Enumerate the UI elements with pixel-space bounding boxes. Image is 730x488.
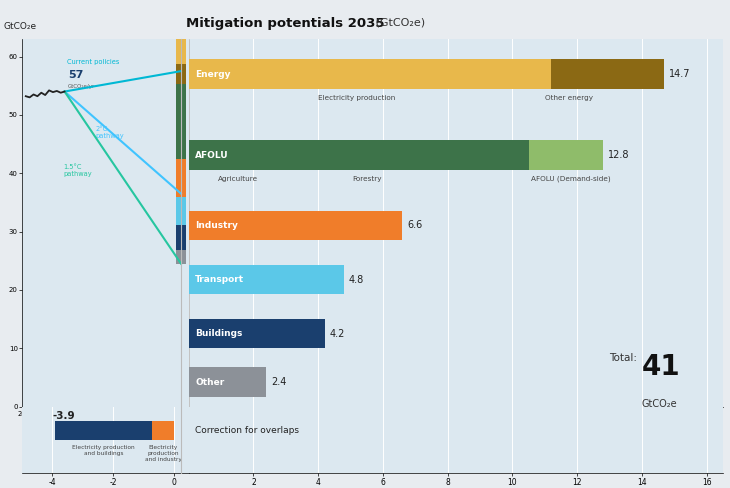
Bar — [189, 367, 266, 397]
Text: 41: 41 — [642, 353, 680, 381]
Text: Energy: Energy — [195, 70, 231, 79]
Bar — [551, 60, 664, 89]
Bar — [153, 421, 174, 440]
Bar — [529, 141, 603, 170]
Text: AFOLU (Demand-side): AFOLU (Demand-side) — [531, 176, 610, 183]
Bar — [189, 211, 402, 241]
Text: Mitigation potentials 2035: Mitigation potentials 2035 — [186, 17, 385, 30]
Bar — [175, 197, 186, 225]
Text: 6.6: 6.6 — [407, 221, 423, 230]
Text: AFOLU: AFOLU — [195, 151, 228, 160]
Bar — [189, 141, 529, 170]
Text: Electricity
production
and industry: Electricity production and industry — [145, 446, 182, 462]
Text: Other: Other — [195, 378, 225, 386]
Bar — [175, 63, 186, 84]
Bar — [175, 159, 186, 197]
Text: Forestry: Forestry — [352, 176, 382, 182]
Text: 57: 57 — [68, 70, 83, 80]
Text: GtCO₂e: GtCO₂e — [642, 399, 677, 409]
Text: Electricity production: Electricity production — [318, 95, 396, 101]
Text: Agriculture: Agriculture — [218, 176, 258, 182]
Bar — [175, 250, 186, 264]
Text: 1.5°C
pathway: 1.5°C pathway — [63, 164, 92, 177]
Text: 4.8: 4.8 — [349, 275, 364, 285]
Text: 4.2: 4.2 — [329, 328, 345, 339]
Text: Buildings: Buildings — [195, 329, 242, 338]
Text: -3.9: -3.9 — [53, 411, 75, 422]
Bar — [175, 225, 186, 250]
Text: GtCO₂e/yr: GtCO₂e/yr — [68, 83, 95, 89]
Bar — [55, 421, 153, 440]
Bar — [175, 84, 186, 159]
Bar — [189, 319, 325, 348]
Text: Electricity production
and buildings: Electricity production and buildings — [72, 446, 135, 456]
Text: Transport: Transport — [195, 275, 245, 284]
Bar — [175, 19, 186, 63]
Text: Industry: Industry — [195, 221, 238, 230]
Text: 2°C
pathway: 2°C pathway — [96, 126, 124, 139]
Text: 14.7: 14.7 — [669, 69, 691, 79]
Text: Other energy: Other energy — [545, 95, 593, 101]
Bar — [189, 60, 551, 89]
Text: GtCO₂e: GtCO₂e — [4, 22, 36, 31]
Text: 2.4: 2.4 — [272, 377, 287, 387]
Bar — [189, 264, 344, 294]
Text: Total:: Total: — [610, 353, 637, 363]
Text: Correction for overlaps: Correction for overlaps — [195, 426, 299, 435]
Text: (GtCO₂e): (GtCO₂e) — [372, 17, 426, 27]
Text: 12.8: 12.8 — [608, 150, 629, 160]
Text: Current policies: Current policies — [67, 60, 119, 65]
